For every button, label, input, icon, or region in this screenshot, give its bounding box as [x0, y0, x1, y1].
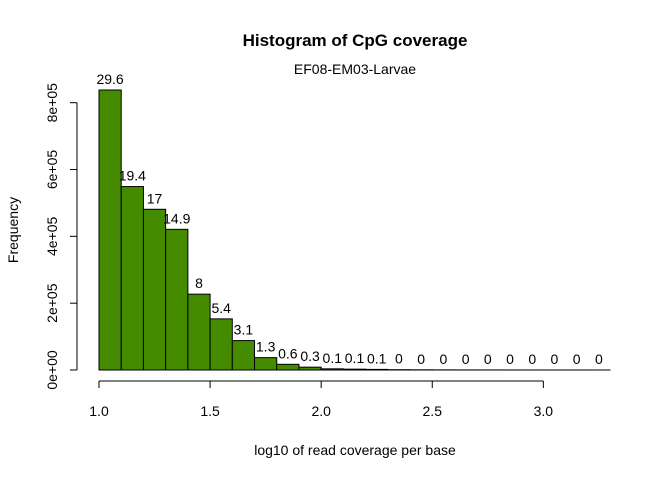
bar-value-label: 3.1: [234, 322, 254, 338]
bar-value-label: 0: [573, 351, 581, 367]
bar-value-label: 0.1: [345, 350, 365, 366]
histogram-bar: [142, 208, 167, 371]
y-axis: 0e+00 2e+05 4e+05 6e+05 8e+05: [44, 83, 78, 390]
bar-value-label: 0: [417, 351, 425, 367]
bar-value-label: 0: [439, 351, 447, 367]
x-axis: 1.0 1.5 2.0 2.5 3.0: [89, 380, 554, 419]
y-tick-label: 6e+05: [44, 150, 60, 190]
histogram-bar: [254, 357, 278, 371]
x-tick-label: 1.0: [89, 403, 109, 419]
y-tick-label: 4e+05: [44, 216, 60, 256]
bar-value-label: 0.6: [278, 345, 298, 361]
histogram-bar: [209, 318, 233, 371]
bar-value-label: 0: [506, 351, 514, 367]
bar-value-label: 5.4: [211, 300, 231, 316]
histogram-bar: [276, 363, 300, 371]
y-tick-label: 2e+05: [44, 283, 60, 323]
histogram-bar: [98, 89, 122, 371]
bar-value-label: 8: [195, 275, 203, 291]
bars-group: [98, 89, 611, 371]
bar-value-label: 0.1: [367, 350, 387, 366]
x-tick-label: 3.0: [534, 403, 554, 419]
x-axis-label: log10 of read coverage per base: [254, 442, 456, 458]
chart-title: Histogram of CpG coverage: [243, 31, 468, 50]
histogram-bar: [187, 293, 211, 371]
y-tick-label: 0e+00: [44, 350, 60, 390]
bar-value-label: 0: [395, 351, 403, 367]
x-tick-label: 1.5: [200, 403, 220, 419]
chart-subtitle: EF08-EM03-Larvae: [294, 61, 416, 77]
histogram-bar: [231, 340, 256, 371]
histogram-bar: [165, 228, 189, 371]
bar-value-label: 0: [595, 351, 603, 367]
y-tick-label: 8e+05: [44, 83, 60, 123]
bar-value-label: 0: [484, 351, 492, 367]
bar-value-label: 0.1: [323, 350, 343, 366]
bar-value-label: 0: [551, 351, 559, 367]
bar-value-label: 19.4: [119, 168, 146, 184]
y-axis-label: Frequency: [5, 197, 21, 263]
bar-value-label: 0: [462, 351, 470, 367]
bar-value-label: 14.9: [163, 210, 190, 226]
bar-value-label: 0: [528, 351, 536, 367]
bar-value-label: 29.6: [96, 71, 123, 87]
bar-value-label: 1.3: [256, 339, 276, 355]
bar-value-label: 17: [147, 190, 163, 206]
x-tick-label: 2.0: [311, 403, 331, 419]
bar-value-label: 0.3: [300, 348, 320, 364]
histogram-bar: [120, 186, 144, 371]
x-tick-label: 2.5: [423, 403, 443, 419]
